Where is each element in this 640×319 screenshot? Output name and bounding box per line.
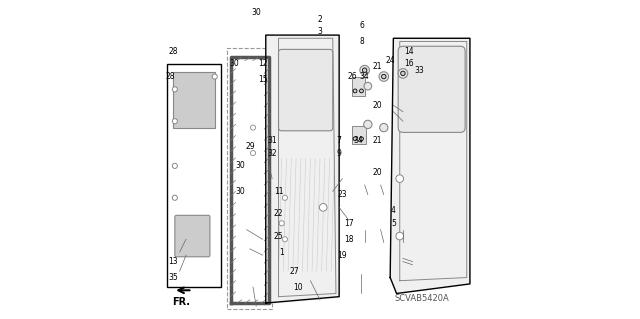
Text: 31: 31 <box>268 136 277 145</box>
FancyBboxPatch shape <box>278 49 333 131</box>
Text: 34: 34 <box>353 136 363 145</box>
Text: 12: 12 <box>258 59 268 68</box>
Circle shape <box>396 232 404 240</box>
Text: 2: 2 <box>317 15 323 24</box>
Text: 24: 24 <box>385 56 395 65</box>
Circle shape <box>381 74 386 79</box>
Text: 22: 22 <box>274 209 284 218</box>
Circle shape <box>250 151 255 156</box>
Text: 3: 3 <box>317 27 323 36</box>
Text: 6: 6 <box>359 21 364 30</box>
Text: 7: 7 <box>337 136 342 145</box>
Circle shape <box>250 125 255 130</box>
Text: 5: 5 <box>391 219 396 228</box>
Circle shape <box>212 74 218 79</box>
Text: 23: 23 <box>337 190 347 199</box>
Text: 30: 30 <box>252 8 261 17</box>
Bar <box>167 64 221 287</box>
Circle shape <box>282 195 287 200</box>
Circle shape <box>172 87 177 92</box>
Text: 30: 30 <box>236 187 245 196</box>
Circle shape <box>282 237 287 242</box>
Text: 29: 29 <box>245 142 255 151</box>
Text: 8: 8 <box>359 37 364 46</box>
FancyBboxPatch shape <box>175 215 210 257</box>
Text: 33: 33 <box>414 66 424 75</box>
Text: 30: 30 <box>236 161 245 170</box>
Text: 20: 20 <box>372 168 382 177</box>
Text: 21: 21 <box>372 136 382 145</box>
Bar <box>352 77 365 96</box>
Text: FR.: FR. <box>172 297 190 307</box>
Polygon shape <box>266 35 339 303</box>
Text: 28: 28 <box>168 47 178 56</box>
Text: 25: 25 <box>274 232 284 241</box>
Text: 16: 16 <box>404 59 414 68</box>
Circle shape <box>360 137 364 141</box>
Circle shape <box>279 221 284 226</box>
Text: 11: 11 <box>274 187 284 196</box>
Circle shape <box>353 89 357 93</box>
Circle shape <box>364 120 372 129</box>
Text: 9: 9 <box>337 149 342 158</box>
Text: 14: 14 <box>404 47 414 56</box>
Circle shape <box>353 137 357 141</box>
Text: 35: 35 <box>168 273 178 282</box>
Circle shape <box>401 71 405 76</box>
Text: 4: 4 <box>391 206 396 215</box>
Bar <box>173 72 215 128</box>
Circle shape <box>380 123 388 132</box>
Circle shape <box>396 175 404 182</box>
Circle shape <box>360 89 364 93</box>
Text: 21: 21 <box>372 63 382 71</box>
Text: 18: 18 <box>344 235 353 244</box>
Text: 30: 30 <box>229 59 239 68</box>
Polygon shape <box>390 38 470 293</box>
Text: 32: 32 <box>268 149 277 158</box>
Text: 27: 27 <box>290 267 300 276</box>
Text: 34: 34 <box>360 72 369 81</box>
Bar <box>352 126 366 144</box>
Circle shape <box>360 65 369 75</box>
Circle shape <box>172 119 177 124</box>
Circle shape <box>172 195 177 200</box>
Text: SCVAB5420A: SCVAB5420A <box>395 294 449 303</box>
Text: 28: 28 <box>165 72 175 81</box>
FancyBboxPatch shape <box>398 46 465 132</box>
Text: 10: 10 <box>293 283 303 292</box>
Text: 17: 17 <box>344 219 353 228</box>
Circle shape <box>172 163 177 168</box>
Text: 26: 26 <box>347 72 356 81</box>
Circle shape <box>379 72 388 81</box>
Circle shape <box>319 204 327 211</box>
Text: 1: 1 <box>279 248 284 256</box>
Text: 19: 19 <box>337 251 347 260</box>
Bar <box>227 48 272 309</box>
Text: 20: 20 <box>372 101 382 110</box>
Text: 15: 15 <box>258 75 268 84</box>
Text: 13: 13 <box>168 257 178 266</box>
Circle shape <box>364 82 372 90</box>
Circle shape <box>398 69 408 78</box>
Circle shape <box>362 68 367 72</box>
